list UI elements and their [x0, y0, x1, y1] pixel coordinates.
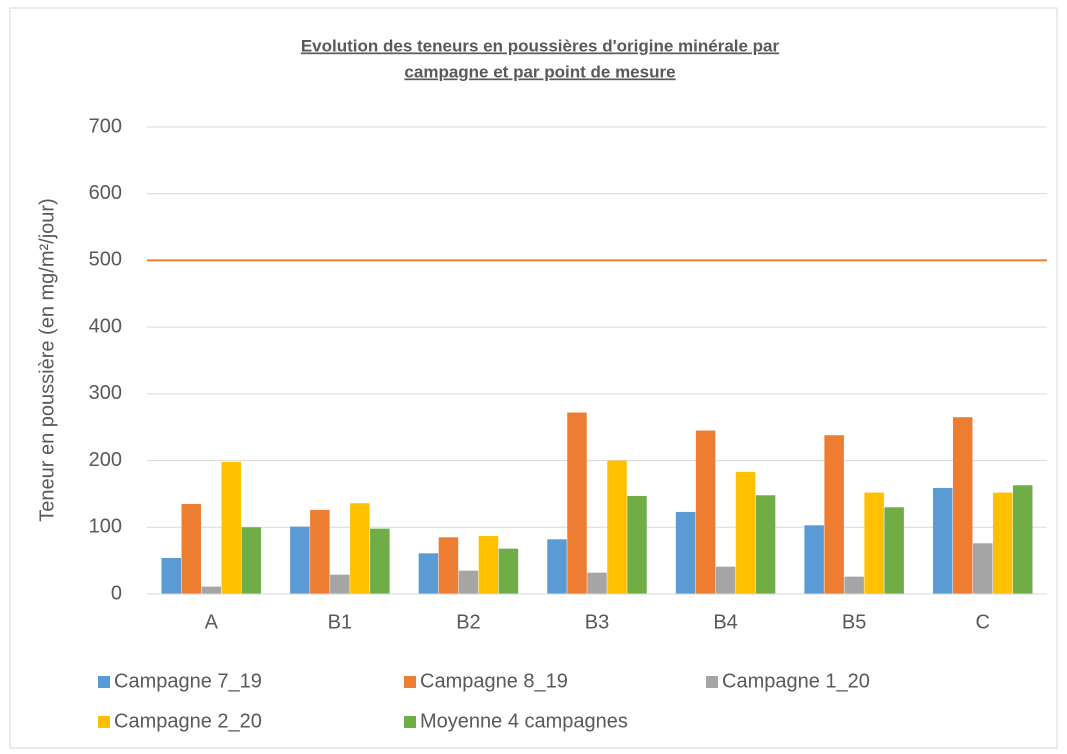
bar — [932, 487, 953, 594]
bar — [844, 576, 864, 594]
legend-swatch — [404, 676, 416, 688]
bar — [478, 535, 499, 594]
bar — [221, 461, 242, 594]
bar — [567, 412, 587, 594]
x-tick-label: B3 — [585, 611, 609, 633]
legend-label: Moyenne 4 campagnes — [420, 710, 628, 732]
chart-border — [9, 7, 1058, 749]
bar — [695, 430, 716, 594]
y-tick-label: 0 — [111, 582, 122, 604]
y-tick-label: 400 — [89, 315, 122, 337]
y-tick-label: 600 — [89, 182, 122, 204]
bar — [884, 507, 904, 594]
bar — [458, 570, 479, 594]
bar — [498, 548, 519, 594]
bar — [675, 511, 696, 594]
y-tick-label: 100 — [89, 516, 122, 538]
bar — [547, 539, 567, 594]
legend-swatch — [98, 716, 110, 728]
bar — [952, 417, 973, 594]
bar — [310, 509, 330, 594]
bar — [438, 537, 459, 594]
y-tick-label: 200 — [89, 449, 122, 471]
y-tick-label: 500 — [89, 249, 122, 271]
x-tick-label: B4 — [713, 611, 737, 633]
bar — [627, 495, 647, 594]
bar — [864, 492, 884, 594]
bar — [824, 435, 844, 594]
x-tick-label: B1 — [328, 611, 352, 633]
x-tick-label: B5 — [842, 611, 866, 633]
bar — [350, 503, 370, 594]
legend-label: Campagne 2_20 — [114, 710, 262, 732]
bar — [201, 586, 222, 594]
chart-title: Evolution des teneurs en poussières d'or… — [301, 36, 780, 55]
bar — [290, 526, 310, 594]
y-axis-label: Teneur en poussière (en mg/m²/jour) — [36, 198, 58, 521]
chart-title: campagne et par point de mesure — [404, 62, 675, 81]
bar — [607, 460, 627, 594]
bar — [330, 574, 350, 594]
bar — [804, 525, 824, 594]
y-tick-label: 300 — [89, 382, 122, 404]
x-tick-label: A — [205, 611, 219, 633]
bar — [161, 557, 182, 594]
bar — [735, 471, 756, 594]
legend-label: Campagne 8_19 — [420, 670, 568, 692]
bar — [418, 553, 439, 594]
legend-swatch — [706, 676, 718, 688]
bar — [241, 527, 262, 594]
bar — [181, 503, 202, 594]
legend-swatch — [404, 716, 416, 728]
legend-swatch — [98, 676, 110, 688]
bar — [1012, 485, 1033, 594]
bar — [370, 528, 390, 594]
x-tick-label: B2 — [456, 611, 480, 633]
x-tick-label: C — [975, 611, 989, 633]
bar — [992, 492, 1013, 594]
bar — [715, 566, 736, 594]
y-tick-label: 700 — [89, 115, 122, 137]
bar — [587, 572, 607, 594]
bar — [972, 543, 993, 594]
legend-label: Campagne 7_19 — [114, 670, 262, 692]
bar — [755, 495, 776, 594]
legend-label: Campagne 1_20 — [722, 670, 870, 692]
